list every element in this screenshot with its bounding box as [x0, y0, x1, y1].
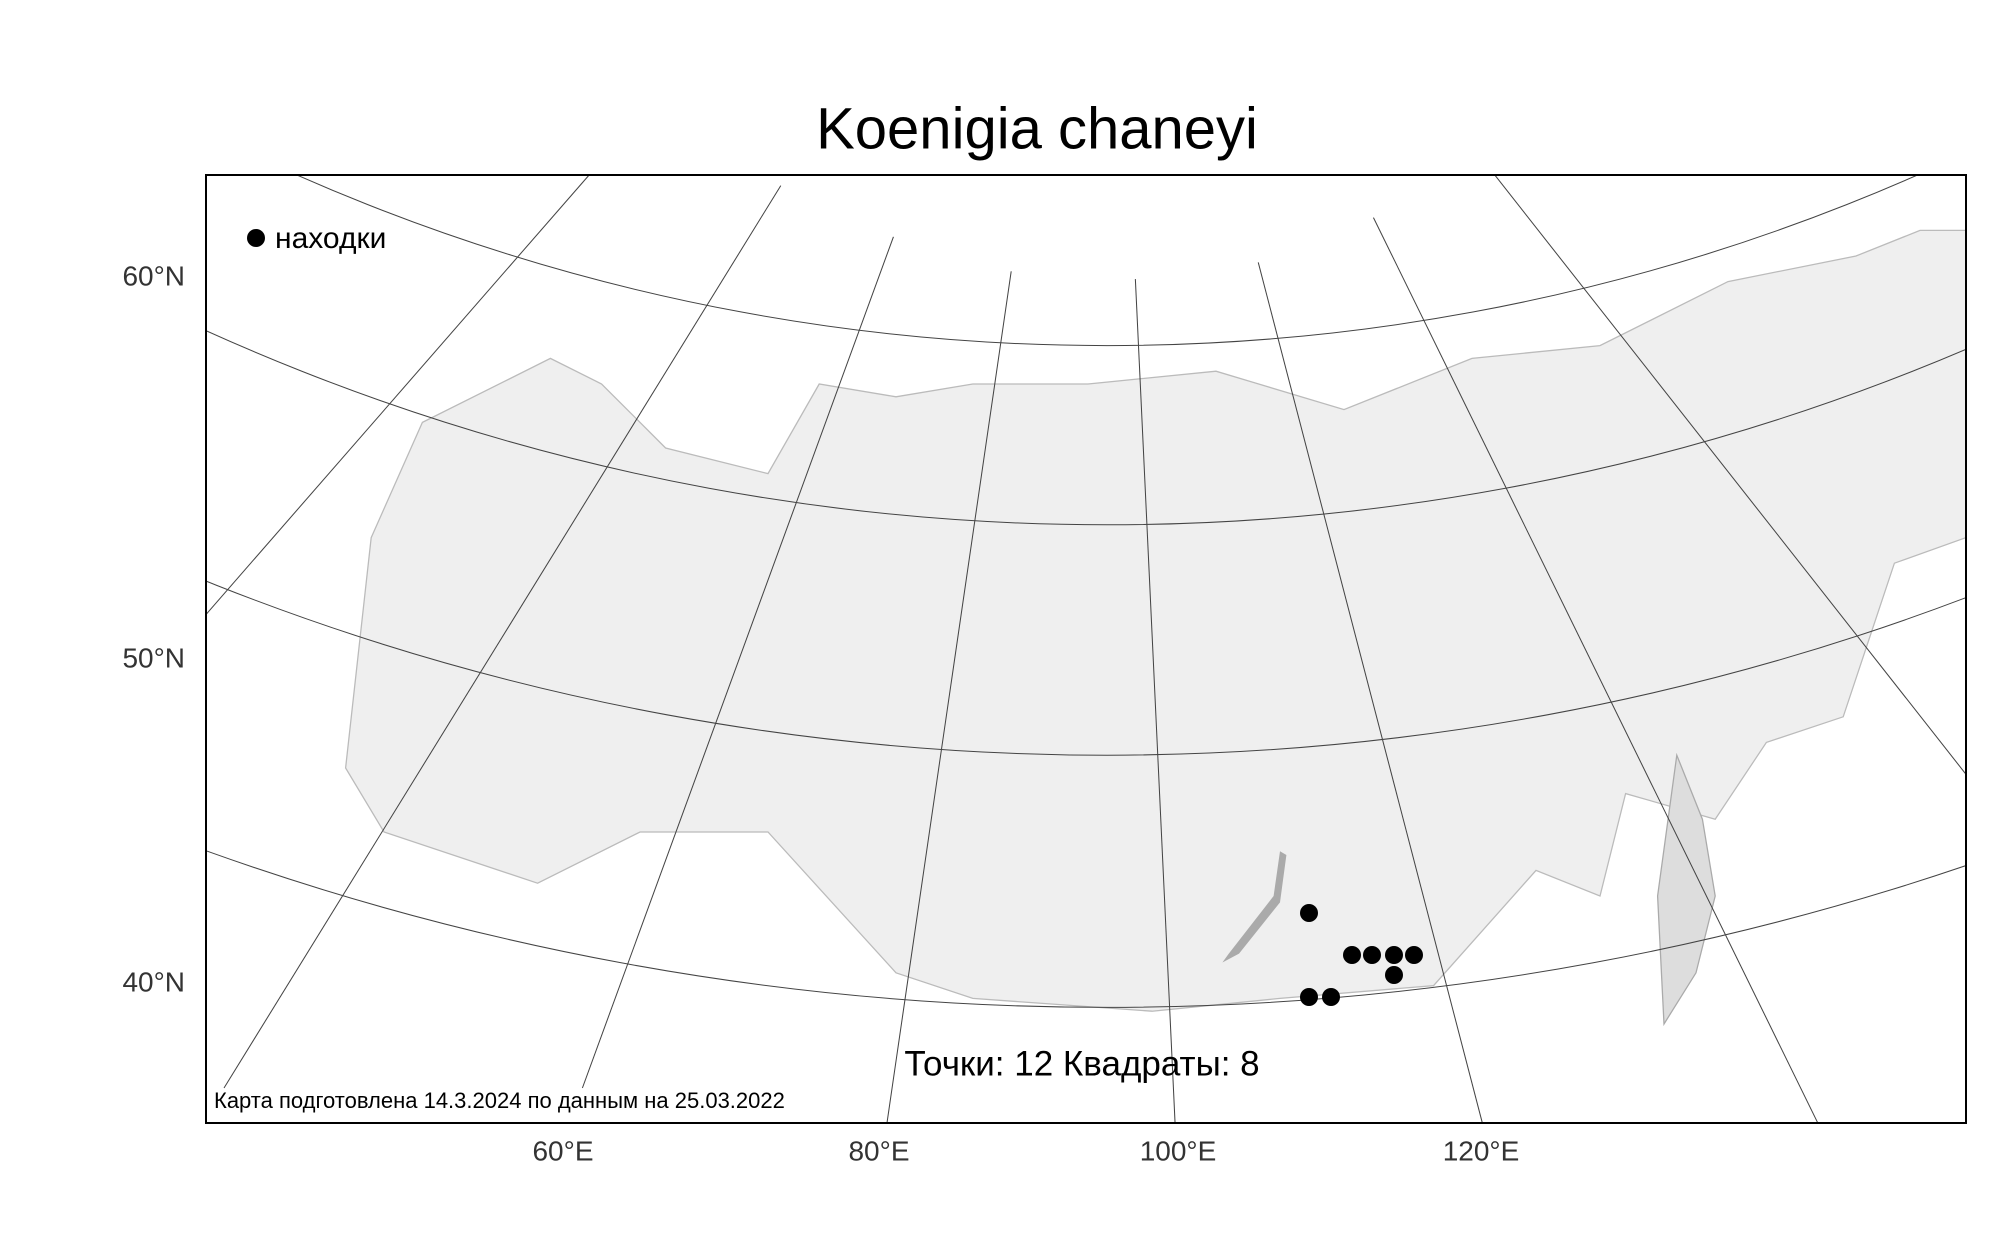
lon-label: 80°E — [848, 1135, 909, 1166]
lat-label: 40°N — [122, 966, 185, 997]
lon-label: 100°E — [1140, 1135, 1217, 1166]
lat-label: 60°N — [122, 260, 185, 291]
find-point — [1385, 946, 1403, 964]
legend-marker — [247, 229, 265, 247]
map-frame — [205, 174, 1967, 1124]
map-area — [206, 175, 1966, 1123]
find-point — [1300, 904, 1318, 922]
sakhalin — [1656, 752, 1716, 1027]
find-point — [1385, 966, 1403, 984]
land — [344, 229, 1966, 1012]
legend-label: находки — [275, 222, 386, 255]
lon-label: 60°E — [532, 1135, 593, 1166]
basemap — [206, 175, 1966, 1123]
find-point — [1343, 946, 1361, 964]
find-point — [1322, 988, 1340, 1006]
lat-label: 50°N — [122, 642, 185, 673]
stats: Точки: 12 Квадраты: 8 — [904, 1044, 1259, 1083]
lake-baikal — [1222, 851, 1287, 963]
map-title: Koenigia chaneyi — [816, 96, 1258, 161]
find-point — [1363, 946, 1381, 964]
occurrences — [1300, 904, 1423, 1006]
find-point — [1300, 988, 1318, 1006]
find-point — [1405, 946, 1423, 964]
graticule — [206, 175, 1966, 1123]
lon-label: 120°E — [1443, 1135, 1520, 1166]
footnote: Карта подготовлена 14.3.2024 по данным н… — [214, 1088, 785, 1113]
